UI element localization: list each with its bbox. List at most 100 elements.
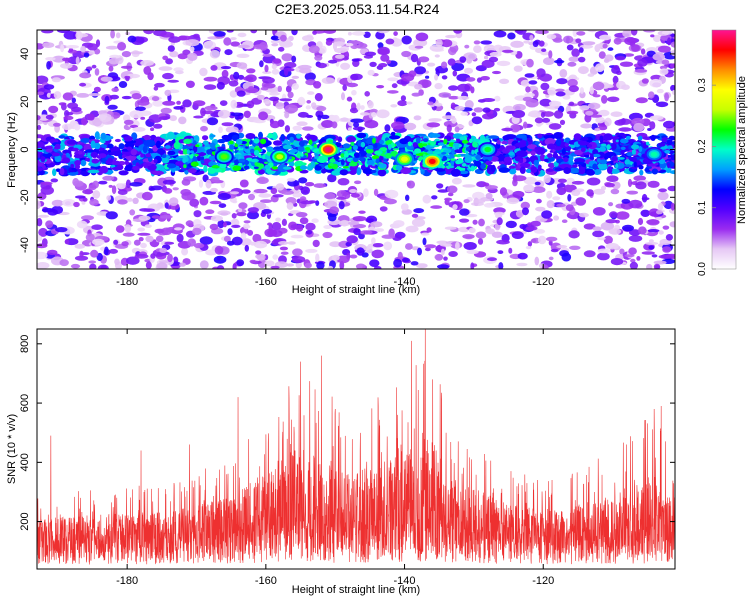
heatmap-blob [607, 166, 613, 174]
heatmap-peak [324, 146, 332, 153]
heatmap-blob [291, 83, 299, 90]
heatmap-blob [220, 212, 229, 216]
heatmap-blob [96, 252, 103, 262]
heatmap-blob [298, 141, 305, 147]
heatmap-blob [249, 259, 257, 264]
heatmap-blob [99, 165, 109, 174]
heatmap-blob [288, 221, 298, 231]
heatmap-blob [553, 110, 564, 119]
heatmap-blob [455, 159, 461, 165]
heatmap-blob [177, 150, 184, 154]
heatmap-blob [561, 219, 568, 223]
heatmap-blob [371, 249, 384, 259]
heatmap-blob [263, 98, 271, 105]
heatmap-blob [42, 42, 55, 48]
heatmap-blob [485, 228, 495, 234]
heatmap-blob [172, 187, 179, 191]
heatmap-blob [130, 51, 144, 55]
heatmap-blob [508, 247, 513, 254]
heatmap-blob [285, 85, 292, 93]
heatmap-blob [338, 201, 345, 210]
heatmap-blob [369, 259, 380, 268]
heatmap-blob [650, 34, 655, 38]
heatmap-blob [667, 37, 671, 46]
heatmap-blob [314, 156, 319, 159]
snr-data [37, 329, 675, 565]
heatmap-blob [305, 105, 311, 110]
heatmap-blob [629, 156, 638, 162]
heatmap-blob [118, 81, 128, 88]
heatmap-blob [603, 133, 613, 141]
heatmap-blob [241, 189, 251, 194]
heatmap-blob [138, 215, 151, 221]
heatmap-blob [176, 233, 184, 243]
heatmap-blob [511, 231, 524, 240]
heatmap-blob [380, 54, 390, 62]
heatmap-blob [323, 225, 332, 229]
heatmap-blob [578, 212, 589, 218]
heatmap-blob [669, 170, 675, 175]
heatmap-blob [169, 115, 177, 122]
heatmap-blob [667, 185, 675, 192]
heatmap-blob [271, 166, 278, 170]
heatmap-blob [260, 138, 267, 145]
heatmap-blob [73, 153, 84, 159]
heatmap-blob [167, 150, 176, 156]
heatmap-blob [377, 169, 387, 177]
heatmap-blob [472, 219, 478, 225]
heatmap-blob [245, 74, 257, 83]
heatmap-blob [663, 200, 674, 210]
heatmap-blob [509, 168, 517, 175]
heatmap-blob [45, 114, 54, 120]
heatmap-blob [485, 185, 498, 190]
heatmap-blob [140, 60, 155, 66]
heatmap-blob [511, 110, 526, 118]
heatmap-blob [605, 242, 619, 250]
heatmap-blob [450, 168, 461, 177]
heatmap-blob [47, 208, 58, 216]
heatmap-peak [220, 154, 228, 160]
heatmap-blob [553, 132, 563, 140]
heatmap-blob [308, 139, 313, 145]
heatmap-blob [645, 141, 650, 146]
heatmap-blob [597, 248, 611, 254]
heatmap-blob [637, 135, 643, 141]
heatmap-blob [367, 100, 374, 109]
heatmap-blob [572, 30, 578, 37]
heatmap-blob [121, 51, 131, 58]
heatmap-blob [526, 58, 534, 68]
heatmap-blob [253, 240, 268, 249]
heatmap-blob [524, 92, 535, 98]
heatmap-blob [612, 75, 619, 84]
heatmap-blob [347, 31, 352, 36]
heatmap-blob [568, 230, 580, 239]
heatmap-blob [117, 189, 128, 195]
heatmap-blob [390, 142, 395, 149]
heatmap-blob [361, 138, 367, 142]
heatmap-blob [258, 193, 272, 198]
heatmap-blob [253, 44, 266, 50]
heatmap-blob [507, 32, 516, 40]
heatmap-blob [622, 224, 634, 232]
heatmap-blob [273, 140, 283, 146]
heatmap-blob [284, 68, 289, 76]
heatmap-blob [625, 135, 631, 140]
heatmap-blob [386, 90, 399, 94]
heatmap-blob [593, 169, 602, 175]
heatmap-blob [209, 142, 216, 149]
heatmap-blob [605, 219, 618, 224]
heatmap-blob [379, 155, 384, 161]
heatmap-blob [628, 145, 632, 150]
heatmap-blob [185, 39, 200, 47]
heatmap-blob [400, 167, 412, 175]
heatmap-blob [496, 60, 511, 67]
heatmap-blob [572, 164, 578, 168]
heatmap-blob [471, 149, 475, 155]
heatmap-blob [248, 193, 255, 201]
heatmap-blob [92, 190, 101, 199]
heatmap-blob [463, 67, 474, 74]
heatmap-blob [429, 133, 441, 138]
heatmap-blob [325, 39, 333, 46]
heatmap-blob [193, 242, 205, 249]
heatmap-blob [413, 115, 422, 121]
